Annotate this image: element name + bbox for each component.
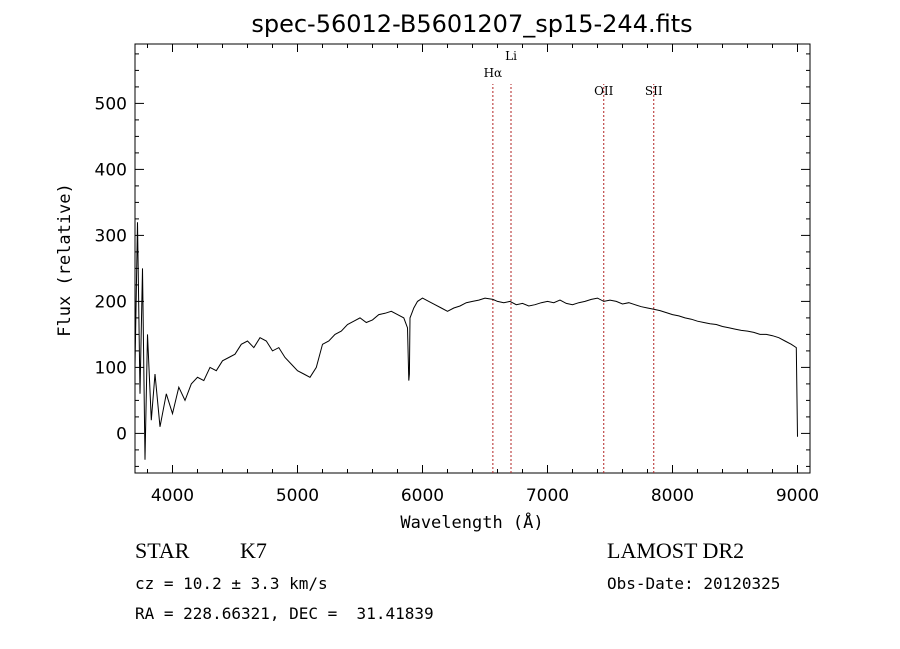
spectrum-line [134,222,798,460]
y-tick-label: 500 [95,94,127,114]
line-marker-label: SII [645,84,663,98]
line-marker-label: OII [594,84,614,98]
survey-name: LAMOST DR2 [607,538,745,563]
x-tick-label: 4000 [151,486,194,506]
y-tick-label: 0 [116,424,127,444]
line-marker-label: Li [505,49,517,63]
y-tick-label: 400 [95,160,127,180]
subclass: K7 [240,538,267,563]
chart-title: spec-56012-B5601207_sp15-244.fits [251,10,692,38]
x-axis-label: Wavelength (Å) [400,511,543,533]
x-tick-label: 6000 [401,486,444,506]
observation-date: Obs-Date: 20120325 [607,574,781,593]
x-axis: 4000 5000 6000 7000 8000 9000 [147,44,819,506]
plot-frame [134,43,811,474]
x-tick-label: 9000 [776,486,819,506]
y-tick-label: 300 [95,226,127,246]
line-marker-label: Hα [484,66,503,80]
coordinates: RA = 228.66321, DEC = 31.41839 [135,604,434,623]
y-axis-label: Flux (relative) [55,183,75,337]
y-axis: 0 100 200 300 400 500 [95,53,810,467]
x-tick-label: 8000 [651,486,694,506]
x-tick-label: 5000 [276,486,319,506]
y-tick-label: 100 [95,358,127,378]
object-type: STAR [135,538,190,563]
redshift-cz: cz = 10.2 ± 3.3 km/s [135,574,328,593]
x-tick-label: 7000 [526,486,569,506]
y-tick-label: 200 [95,292,127,312]
